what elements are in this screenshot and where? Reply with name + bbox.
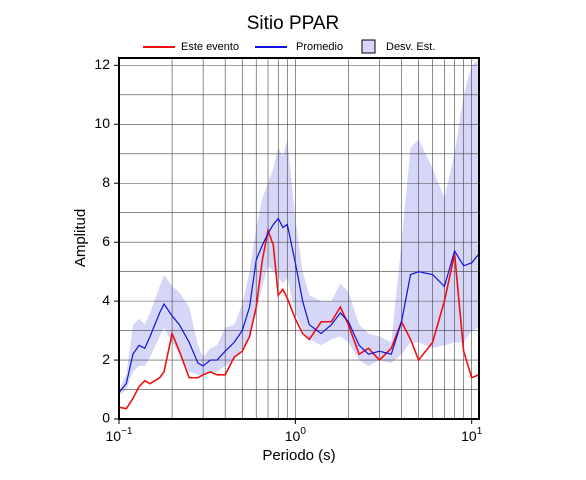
- y-tick-label: 6: [102, 233, 110, 249]
- y-tick-label: 8: [102, 174, 110, 190]
- std-band: [119, 59, 479, 396]
- x-tick-base: 10: [285, 428, 301, 444]
- x-tick-power: 1: [477, 426, 483, 437]
- y-tick-label: 4: [102, 292, 110, 308]
- x-tick-base: 10: [461, 428, 477, 444]
- legend-label: Este evento: [181, 41, 239, 53]
- series-line: [118, 227, 480, 410]
- x-tick-power: −1: [121, 426, 133, 437]
- legend-label: Promedio: [296, 41, 343, 53]
- x-tick-power: 0: [300, 426, 306, 437]
- x-tick-base: 10: [106, 428, 122, 444]
- x-tick-label: 100: [285, 426, 307, 444]
- x-axis-label: Periodo (s): [262, 447, 335, 464]
- y-tick-label: 2: [102, 351, 110, 367]
- chart-title: Sitio PPAR: [247, 13, 340, 34]
- y-tick-label: 12: [94, 56, 110, 72]
- plot-frame: [118, 57, 480, 420]
- y-tick-label: 0: [102, 410, 110, 426]
- y-axis-label: Amplitud: [72, 209, 89, 267]
- y-tick-label: 10: [94, 115, 110, 131]
- x-tick-label: 10−1: [106, 426, 133, 444]
- legend-swatch: [361, 39, 376, 54]
- legend-label: Desv. Est.: [386, 41, 435, 53]
- series-line: [118, 217, 480, 393]
- x-tick-label: 101: [461, 426, 483, 444]
